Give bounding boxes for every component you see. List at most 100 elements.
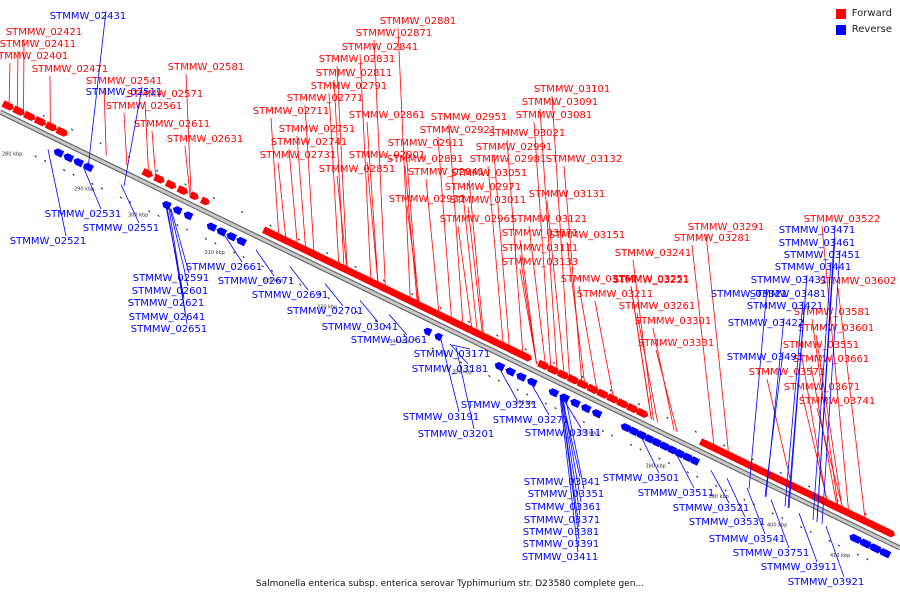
reverse-gene-arrow bbox=[63, 153, 75, 163]
forward-callout-line bbox=[359, 53, 372, 284]
forward-gene-arrow bbox=[189, 191, 199, 201]
legend-reverse: Reverse bbox=[835, 24, 892, 35]
forward-callout-line bbox=[801, 393, 829, 506]
forward-callout-line bbox=[632, 259, 654, 421]
reverse-callout-line bbox=[451, 344, 471, 350]
reverse-gene-label: STMMW_03391 bbox=[523, 539, 599, 550]
reverse-callout-line bbox=[565, 400, 585, 490]
tick-label: 410 kbp bbox=[830, 553, 850, 559]
feature-dash bbox=[176, 223, 179, 227]
reverse-callout-line bbox=[449, 343, 469, 365]
feature-dash bbox=[412, 338, 415, 341]
feature-dash bbox=[439, 306, 442, 310]
reverse-callout-line bbox=[359, 300, 379, 323]
reverse-gene-label: STMMW_03511 bbox=[638, 488, 714, 499]
reverse-gene-arrow bbox=[548, 388, 560, 398]
feature-dash bbox=[601, 429, 604, 433]
reverse-gene-arrow bbox=[183, 211, 194, 221]
feature-dash bbox=[62, 168, 66, 172]
reverse-gene-label: STMMW_03441 bbox=[775, 262, 851, 273]
feature-dash bbox=[516, 388, 519, 392]
forward-gene-label: STMMW_03601 bbox=[798, 323, 874, 334]
reverse-callout-line bbox=[562, 398, 582, 429]
forward-callout-line bbox=[366, 121, 379, 288]
forward-gene-label: STMMW_02981 bbox=[470, 154, 546, 165]
forward-callout-line bbox=[468, 179, 485, 339]
forward-callout-line bbox=[519, 268, 537, 365]
feature-dash bbox=[779, 471, 782, 475]
feature-dash bbox=[327, 297, 330, 300]
feature-dash bbox=[525, 393, 529, 396]
reverse-gene-arrow bbox=[581, 403, 592, 414]
forward-gene-label: STMMW_02401 bbox=[0, 51, 68, 62]
forward-gene-label: STMMW_03132 bbox=[546, 154, 622, 165]
forward-gene-arrow bbox=[546, 364, 560, 375]
reverse-gene-label: STMMW_02701 bbox=[287, 306, 363, 317]
feature-dash bbox=[629, 443, 633, 446]
feature-dash bbox=[800, 526, 803, 529]
forward-callout-line bbox=[103, 87, 107, 156]
reverse-callout-line bbox=[120, 184, 140, 224]
feature-dash bbox=[34, 155, 37, 158]
feature-dash bbox=[637, 403, 641, 406]
reverse-gene-arrow bbox=[206, 222, 218, 232]
feature-dash bbox=[581, 375, 584, 378]
forward-callout-line bbox=[594, 300, 615, 402]
forward-gene-label: STMMW_03571 bbox=[749, 367, 825, 378]
forward-gene-label: STMMW_02921 bbox=[420, 125, 496, 136]
forward-gene-arrow bbox=[576, 378, 589, 390]
reverse-gene-label: STMMW_03061 bbox=[351, 335, 427, 346]
feature-dash bbox=[488, 374, 491, 378]
feature-dash bbox=[524, 348, 527, 351]
forward-gene-label: STMMW_03081 bbox=[516, 110, 592, 121]
feature-dash bbox=[214, 242, 217, 245]
reverse-gene-label: STMMW_03411 bbox=[522, 552, 598, 563]
forward-gene-label: STMMW_03051 bbox=[451, 168, 527, 179]
forward-callout-line bbox=[457, 225, 473, 333]
reverse-callout-line bbox=[289, 266, 309, 291]
feature-dash bbox=[497, 379, 500, 382]
forward-gene-label: STMMW_03071 bbox=[502, 228, 578, 239]
reverse-gene-arrow bbox=[172, 206, 183, 216]
tick-label: 350 kbp bbox=[452, 370, 472, 376]
feature-dash bbox=[552, 361, 556, 365]
reverse-callout-line bbox=[170, 208, 190, 274]
forward-callout-line bbox=[566, 241, 586, 388]
reverse-callout-line bbox=[223, 234, 243, 263]
feature-dash bbox=[269, 224, 272, 227]
reverse-callout-line bbox=[388, 314, 408, 336]
forward-callout-line bbox=[437, 136, 453, 323]
forward-callout-line bbox=[691, 244, 715, 451]
reverse-callout-line bbox=[640, 436, 660, 474]
forward-callout-line bbox=[8, 62, 11, 109]
forward-gene-label: STMMW_02471 bbox=[32, 64, 108, 75]
forward-callout-line bbox=[366, 161, 379, 288]
forward-gene-arrow bbox=[141, 168, 153, 178]
reverse-callout-line bbox=[562, 398, 582, 503]
feature-dash bbox=[696, 475, 699, 479]
reverse-callout-line bbox=[726, 478, 746, 518]
reverse-gene-arrow bbox=[681, 452, 693, 463]
forward-callout-line bbox=[404, 165, 419, 307]
reverse-gene-label: STMMW_03521 bbox=[673, 503, 749, 514]
feature-dash bbox=[469, 365, 472, 369]
feature-dash bbox=[374, 320, 378, 323]
forward-gene-arrow bbox=[635, 407, 649, 418]
forward-gene-label: STMMW_02831 bbox=[319, 54, 395, 65]
forward-callout-line bbox=[815, 334, 844, 513]
reverse-callout-line bbox=[166, 206, 186, 313]
feature-dash bbox=[554, 406, 557, 410]
reverse-gene-arrow bbox=[226, 232, 238, 242]
feature-dash bbox=[864, 512, 868, 516]
reverse-gene-label: STMMW_03421 bbox=[747, 301, 823, 312]
forward-callout-line bbox=[636, 312, 659, 423]
forward-callout-line bbox=[288, 148, 299, 249]
feature-dash bbox=[289, 278, 293, 282]
reverse-gene-label: STMMW_03491 bbox=[727, 352, 803, 363]
feature-dash bbox=[91, 182, 94, 186]
forward-gene-label: STMMW_03301 bbox=[635, 316, 711, 327]
reverse-callout-line bbox=[87, 10, 107, 169]
legend: Forward Reverse bbox=[835, 8, 892, 40]
forward-gene-label: STMMW_02791 bbox=[311, 81, 387, 92]
feature-dash bbox=[100, 187, 104, 190]
